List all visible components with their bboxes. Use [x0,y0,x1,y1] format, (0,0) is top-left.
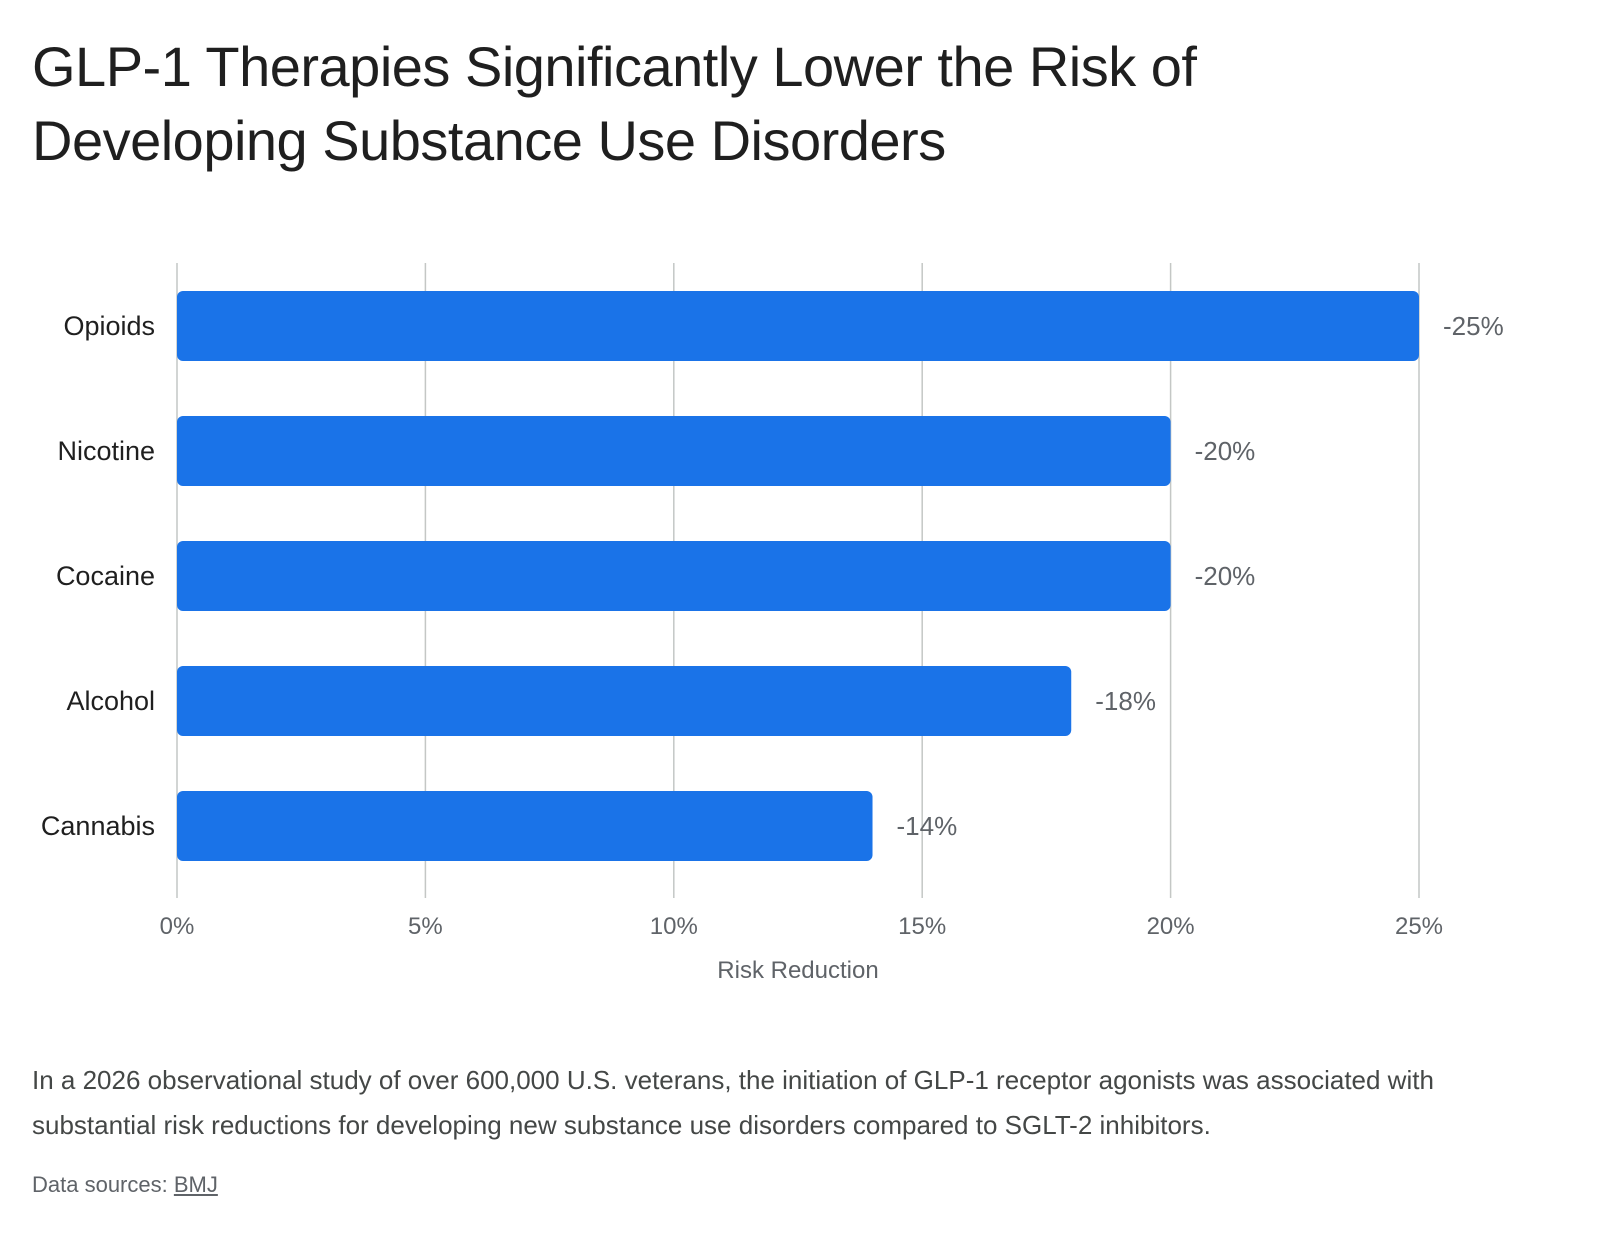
x-tick-label: 20% [1147,913,1195,940]
data-sources-label: Data sources: [32,1172,168,1197]
data-label: -20% [1195,436,1256,466]
category-label: Cocaine [56,561,155,591]
data-sources: Data sources: BMJ [32,1168,218,1202]
source-link-bmj[interactable]: BMJ [173,1172,218,1197]
category-label: Cannabis [41,811,155,841]
category-label: Nicotine [57,436,155,466]
x-tick-label: 15% [898,913,946,940]
data-label: -25% [1443,311,1504,341]
chart-title: GLP-1 Therapies Significantly Lower the … [32,35,1197,172]
bar-opioids [177,291,1419,361]
data-label: -14% [897,811,958,841]
x-axis-title: Risk Reduction [717,957,878,984]
x-tick-label: 5% [408,913,443,940]
x-tick-label: 0% [160,913,195,940]
data-label: -20% [1195,561,1256,591]
x-tick-label: 25% [1395,913,1443,940]
bar-cocaine [177,541,1171,611]
bar-nicotine [177,416,1171,486]
chart-caption: In a 2026 observational study of over 60… [32,1065,1434,1140]
bar-cannabis [177,791,873,861]
x-tick-label: 10% [650,913,698,940]
bar-alcohol [177,666,1072,736]
category-label: Opioids [63,311,155,341]
category-label: Alcohol [66,686,155,716]
data-label: -18% [1095,686,1156,716]
bar-chart: 0% 5% 10% 15% 20% 25% Opioids -25% Nicotine -20% C… [41,263,1504,984]
